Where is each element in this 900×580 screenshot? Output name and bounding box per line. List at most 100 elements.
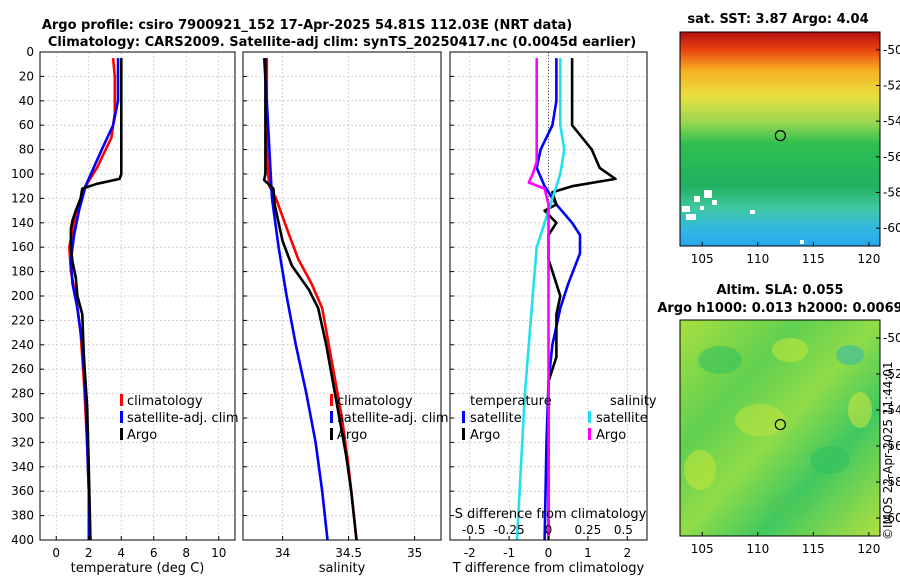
x-tick-label: -2 <box>464 546 476 560</box>
legend-label: climatology <box>337 394 413 409</box>
sst-map-title: sat. SST: 3.87 Argo: 4.04 <box>687 12 868 27</box>
timestamp: ©IMOS 22-Apr-2025 11:44:01 <box>881 361 895 540</box>
series-line-argo <box>262 58 358 541</box>
gridlines <box>450 51 647 541</box>
y-tick-label: 20 <box>19 69 34 83</box>
top-axis-label: S difference from climatology <box>455 507 647 522</box>
y-tick-label: 60 <box>19 118 34 132</box>
map-y-tick-label: -60 <box>883 511 900 525</box>
map-x-tick-label: 105 <box>691 542 714 556</box>
map-y-tick-label: -56 <box>883 439 900 453</box>
legend-swatch <box>120 428 123 440</box>
series-line-temperature-argo <box>543 58 617 540</box>
y-tick-label: 240 <box>11 338 34 352</box>
sla-map: Altim. SLA: 0.055 Argo h1000: 0.013 h200… <box>657 283 900 556</box>
map-y-tick-label: -56 <box>883 150 900 164</box>
map-y-tick-label: -58 <box>883 475 900 489</box>
panel-salinity: 34 34.5 35 salinity climatology satellite-adj… <box>242 51 449 576</box>
legend-swatch <box>462 428 465 440</box>
x-tick-label: 2 <box>85 546 93 560</box>
top-tick-label: 0 <box>545 523 553 537</box>
map-y-tick-label: -50 <box>883 331 900 345</box>
panel-temperature: 0 2 4 6 8 10 temperature (deg C) 0 20 40 60 80 100 12… <box>11 45 239 576</box>
legend-label: satellite <box>470 411 522 426</box>
map-x-tick-label: 120 <box>857 542 880 556</box>
legend-swatch <box>462 411 465 423</box>
y-tick-label: 380 <box>11 509 34 523</box>
sla-argo-marker <box>774 418 786 431</box>
y-tick-label: 400 <box>11 533 34 547</box>
legend-swatch <box>330 411 333 423</box>
figure-title-line2: Climatology: CARS2009. Satellite-adj cli… <box>48 35 636 50</box>
x-axis-label: salinity <box>319 561 366 576</box>
legend-swatch <box>120 394 123 406</box>
legend-label: satellite-adj. clim <box>337 411 449 426</box>
x-tick-label: 35 <box>407 546 422 560</box>
top-tick-label: -0.5 <box>462 523 485 537</box>
legend-label: satellite <box>596 411 648 426</box>
y-tick-label: 340 <box>11 460 34 474</box>
legend-label: climatology <box>127 394 203 409</box>
y-tick-label: 220 <box>11 313 34 327</box>
sst-field <box>680 32 880 246</box>
map-y-tick-label: -52 <box>883 79 900 93</box>
legend: climatology satellite-adj. clim Argo <box>330 394 449 443</box>
legend-label: Argo <box>470 428 500 443</box>
y-tick-label: 200 <box>11 289 34 303</box>
top-tick-label: 0.5 <box>614 523 633 537</box>
y-tick-label: 260 <box>11 362 34 376</box>
legend: climatology satellite-adj. clim Argo <box>120 394 239 443</box>
legend-title-temperature: temperature <box>470 394 552 409</box>
series-line-satellite-adj-clim <box>262 58 329 541</box>
top-tick-label: 0.25 <box>575 523 602 537</box>
map-y-tick-label: -58 <box>883 186 900 200</box>
legend-label: Argo <box>127 428 157 443</box>
y-tick-label: 100 <box>11 167 34 181</box>
x-axis-label: temperature (deg C) <box>71 561 205 576</box>
legend: temperature salinity satellite Argo satellit… <box>462 394 657 443</box>
series-line-salinity-satellite <box>515 58 566 541</box>
map-y-tick-label: -54 <box>883 114 900 128</box>
sla-texture <box>684 338 872 517</box>
map-y-tick-label: -54 <box>883 403 900 417</box>
series-line-climatology <box>265 58 358 541</box>
gridlines <box>40 51 235 541</box>
legend-label: Argo <box>596 428 626 443</box>
top-tick-label: -0.25 <box>494 523 525 537</box>
map-x-tick-label: 110 <box>746 542 769 556</box>
sst-map-frame <box>679 31 881 247</box>
x-tick-label: 10 <box>211 546 226 560</box>
sla-map-subtitle: Argo h1000: 0.013 h2000: 0.0069 <box>657 301 900 316</box>
series-line-temperature-satellite <box>535 58 582 541</box>
y-tick-label: 300 <box>11 411 34 425</box>
series-line-argo <box>69 58 123 541</box>
y-tick-label: 320 <box>11 435 34 449</box>
x-tick-label: 34 <box>275 546 290 560</box>
map-x-tick-label: 120 <box>857 252 880 266</box>
x-tick-label: 6 <box>150 546 158 560</box>
sst-land-mask <box>682 190 804 244</box>
x-tick-label: 34.5 <box>335 546 362 560</box>
legend-swatch <box>120 411 123 423</box>
x-tick-label: 8 <box>182 546 190 560</box>
gridlines <box>243 51 441 541</box>
y-tick-label: 160 <box>11 240 34 254</box>
sla-map-title: Altim. SLA: 0.055 <box>717 283 844 298</box>
panel-difference: -2 -1 0 1 2T difference from climatology S di… <box>449 51 657 576</box>
y-tick-label: 360 <box>11 484 34 498</box>
legend-label: satellite-adj. clim <box>127 411 239 426</box>
y-tick-label: 120 <box>11 191 34 205</box>
legend-swatch <box>330 428 333 440</box>
y-tick-label: 40 <box>19 94 34 108</box>
map-x-tick-label: 105 <box>691 252 714 266</box>
legend-swatch <box>588 428 591 440</box>
sst-argo-marker <box>774 130 786 142</box>
x-tick-label: 0 <box>545 546 553 560</box>
x-tick-label: -1 <box>503 546 515 560</box>
map-y-tick-label: -52 <box>883 367 900 381</box>
legend-swatch <box>330 394 333 406</box>
figure-title-line1: Argo profile: csiro 7900921_152 17-Apr-2… <box>42 18 572 33</box>
y-tick-label: 140 <box>11 216 34 230</box>
sst-map: sat. SST: 3.87 Argo: 4.04 105 110 115 120 -5… <box>679 12 900 266</box>
